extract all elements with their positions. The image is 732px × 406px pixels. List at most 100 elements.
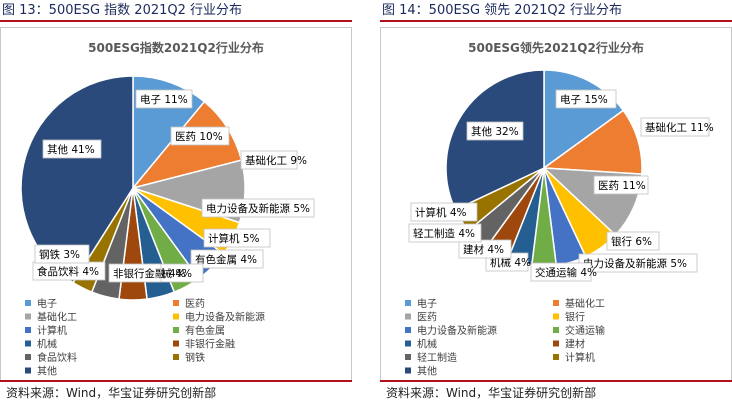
legend-item-1: 医药 xyxy=(173,298,205,310)
chart-frame: 500ESG指数2021Q2行业分布 电子 11% 医药 10% 基础化工 9% 电力设… xyxy=(0,27,352,381)
data-label-5: 交通运输 4% xyxy=(530,262,597,282)
data-label-box xyxy=(240,150,298,170)
data-label-box xyxy=(135,89,193,109)
legend-label: 其他 xyxy=(37,365,57,378)
data-label-box xyxy=(555,89,617,109)
data-label-text: 建材 4% xyxy=(463,243,504,256)
data-label-text: 其他 41% xyxy=(47,143,95,156)
figure-13-panel: 图 13：500ESG 指数 2021Q2 行业分布 500ESG指数2021Q… xyxy=(0,0,352,406)
data-label-box xyxy=(203,228,271,248)
legend-swatch xyxy=(405,340,411,347)
data-label-text: 交通运输 4% xyxy=(535,266,597,279)
legend-label: 机械 xyxy=(417,338,437,351)
legend-label: 电力设备及新能源 xyxy=(185,311,265,324)
data-label-text: 电力设备及新能源 5% xyxy=(583,257,687,270)
data-label-text: 轻工制造 4% xyxy=(413,227,475,240)
figure-14-panel: 图 14：500ESG 领先 2021Q2 行业分布 500ESG领先2021Q… xyxy=(380,0,732,406)
data-label-box xyxy=(606,231,660,251)
legend-item-8: 食品饮料 xyxy=(25,351,77,364)
legend-swatch xyxy=(25,367,31,374)
data-label-text: 有色金属 4% xyxy=(195,253,257,266)
data-label-9: 计算机 4% xyxy=(410,202,478,222)
legend-item-7: 非银行金融 xyxy=(173,338,235,351)
legend-label: 电力设备及新能源 xyxy=(417,324,497,337)
legend-swatch xyxy=(553,300,559,306)
legend-label: 基础化工 xyxy=(565,297,605,310)
legend-swatch xyxy=(553,354,559,360)
legend-label: 银行 xyxy=(565,311,585,324)
data-label-box xyxy=(466,121,524,141)
data-label-text: 医药 10% xyxy=(175,131,223,143)
legend-item-9: 钢铁 xyxy=(173,351,205,364)
data-label-text: 计算机 5% xyxy=(208,232,260,245)
legend-swatch xyxy=(173,327,179,333)
data-label-4: 电力设备及新能源 5% xyxy=(578,253,698,273)
chart-frame: 500ESG领先2021Q2行业分布 电子 15% 基础化工 11% 医药 11% 银行… xyxy=(380,27,732,381)
legend-swatch xyxy=(173,313,179,320)
data-label-box xyxy=(410,202,478,222)
data-label-box xyxy=(42,139,102,159)
data-label-1: 医药 10% xyxy=(170,126,230,146)
data-label-box xyxy=(201,198,315,218)
data-label-0: 电子 15% xyxy=(555,89,617,109)
legend-label: 交通运输 xyxy=(565,324,605,337)
legend-swatch xyxy=(173,340,179,347)
data-label-9: 钢铁 3% xyxy=(34,244,90,264)
legend-swatch xyxy=(25,327,31,333)
data-label-text: 计算机 4% xyxy=(415,206,467,219)
legend-item-0: 电子 xyxy=(405,297,437,310)
legend-swatch xyxy=(553,327,559,333)
data-label-4: 计算机 5% xyxy=(203,228,271,248)
data-label-text: 钢铁 3% xyxy=(39,248,80,261)
data-label-box xyxy=(170,126,230,146)
data-label-10: 其他 32% xyxy=(466,121,524,141)
legend-label: 轻工制造 xyxy=(417,351,457,364)
data-label-text: 其他 32% xyxy=(471,125,519,138)
legend-label: 机械 xyxy=(37,338,57,351)
chart-title: 500ESG领先2021Q2行业分布 xyxy=(468,40,644,55)
data-label-7: 非银行金融 4% xyxy=(108,263,186,283)
legend-label: 医药 xyxy=(417,312,437,324)
data-label-10: 其他 41% xyxy=(42,139,102,159)
data-label-8: 轻工制造 4% xyxy=(408,223,482,243)
source-note: 资料来源：Wind，华宝证券研究创新部 xyxy=(0,380,352,406)
legend-label: 钢铁 xyxy=(185,351,205,364)
data-label-box xyxy=(34,244,90,264)
legend-swatch xyxy=(553,313,559,320)
legend-swatch xyxy=(405,367,411,374)
legend-item-10: 其他 xyxy=(25,365,57,378)
legend-swatch xyxy=(405,300,411,306)
legend-label: 基础化工 xyxy=(37,311,77,324)
legend-swatch xyxy=(25,300,31,306)
legend-label: 其他 xyxy=(417,365,437,378)
data-label-text: 非银行金融 4% xyxy=(113,267,186,280)
legend-item-7: 建材 xyxy=(553,338,585,351)
data-label-0: 电子 11% xyxy=(135,89,193,109)
data-label-2: 基础化工 9% xyxy=(240,150,307,170)
legend-label: 计算机 xyxy=(565,351,595,364)
pie-slice-1 xyxy=(541,109,643,175)
legend-swatch xyxy=(25,354,31,360)
legend-item-2: 医药 xyxy=(405,312,437,324)
data-label-5: 有色金属 4% xyxy=(190,249,264,269)
legend-label: 计算机 xyxy=(37,324,67,337)
data-label-8: 食品饮料 4% xyxy=(32,261,106,281)
legend-item-3: 银行 xyxy=(553,311,585,324)
data-label-2: 医药 11% xyxy=(593,175,649,195)
source-note: 资料来源：Wind，华宝证券研究创新部 xyxy=(380,380,732,406)
legend-swatch xyxy=(405,327,411,333)
data-label-box xyxy=(530,262,592,282)
data-label-box xyxy=(408,223,482,243)
legend-swatch xyxy=(25,313,31,320)
legend-item-3: 电力设备及新能源 xyxy=(173,311,265,324)
legend-label: 电子 xyxy=(37,297,57,310)
data-label-text: 机械 4% xyxy=(490,256,531,269)
legend-swatch xyxy=(405,354,411,360)
legend-label: 建材 xyxy=(565,338,585,351)
data-label-text: 食品饮料 4% xyxy=(37,265,99,278)
data-label-box xyxy=(593,175,649,195)
